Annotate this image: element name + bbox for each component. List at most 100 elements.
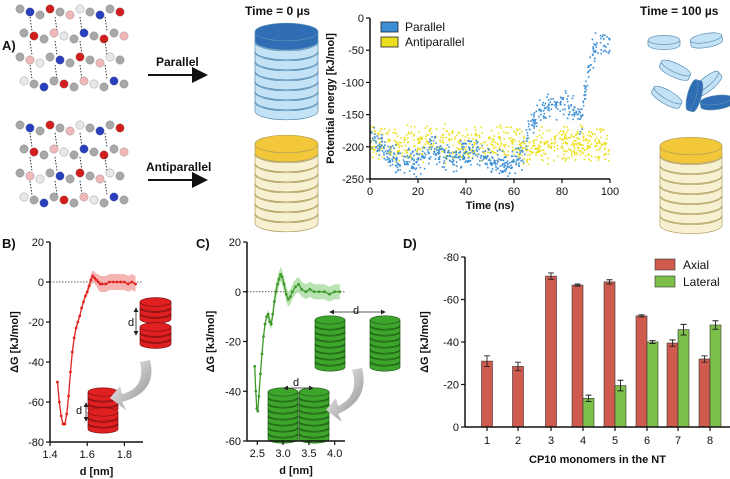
data-point <box>538 115 540 118</box>
data-point <box>554 104 556 106</box>
hydrogen-bond <box>29 16 33 32</box>
data-point <box>424 137 427 140</box>
data-point <box>452 158 454 161</box>
data-point <box>564 142 567 144</box>
data-point <box>439 145 442 147</box>
data-point <box>585 86 587 88</box>
disk-top <box>139 297 172 307</box>
data-point <box>500 171 503 174</box>
data-point <box>506 160 509 162</box>
data-point <box>465 146 467 148</box>
data-point <box>594 145 596 148</box>
data-point <box>510 160 513 163</box>
data-point <box>288 295 292 299</box>
data-point <box>464 153 467 155</box>
data-point <box>531 145 534 147</box>
data-point <box>572 145 575 147</box>
data-point <box>535 154 537 156</box>
data-point <box>579 108 581 111</box>
data-point <box>420 155 423 158</box>
data-point <box>481 132 484 134</box>
data-point <box>513 148 515 151</box>
data-point <box>561 145 564 147</box>
data-point <box>428 157 431 160</box>
data-point <box>505 126 507 128</box>
data-point <box>460 165 463 168</box>
data-point <box>373 126 375 129</box>
data-point <box>587 76 590 78</box>
data-point <box>434 147 436 150</box>
data-point <box>517 164 520 166</box>
data-point <box>421 146 424 149</box>
atom <box>105 4 115 14</box>
data-point <box>484 141 487 143</box>
data-point <box>502 159 504 161</box>
data-point <box>518 132 521 135</box>
data-point <box>562 96 564 99</box>
data-point <box>443 160 446 162</box>
data-point <box>379 130 381 133</box>
data-point <box>445 147 448 150</box>
atom <box>29 31 39 41</box>
atom <box>19 144 29 154</box>
hydrogen-bond <box>104 16 108 32</box>
data-point <box>608 49 611 52</box>
data-point <box>498 125 501 128</box>
data-point <box>550 138 552 141</box>
lateral-near-left <box>267 387 299 444</box>
data-point <box>373 149 376 151</box>
data-point <box>438 158 441 161</box>
data-point <box>506 162 509 165</box>
x-tick-label: 8 <box>707 435 713 447</box>
data-point <box>399 163 401 166</box>
data-point <box>494 163 497 166</box>
data-point <box>465 160 467 162</box>
atom <box>55 171 65 181</box>
data-point <box>397 143 400 146</box>
data-point <box>370 140 372 143</box>
data-point <box>333 290 337 294</box>
data-point <box>561 108 564 111</box>
data-point <box>410 131 413 134</box>
data-point <box>576 113 579 116</box>
data-point <box>520 144 522 147</box>
data-point <box>515 163 518 166</box>
data-point <box>600 52 603 55</box>
data-point <box>492 147 495 150</box>
data-point <box>525 129 528 131</box>
data-point <box>527 163 530 166</box>
data-point <box>373 136 376 138</box>
data-point <box>371 137 374 140</box>
data-point <box>511 150 514 153</box>
data-point <box>456 165 458 167</box>
data-point <box>597 141 600 144</box>
data-point <box>574 134 577 137</box>
data-point <box>480 126 482 129</box>
data-point <box>504 162 506 164</box>
atom <box>39 198 49 208</box>
data-point <box>405 163 408 165</box>
data-point <box>465 150 468 153</box>
data-point <box>533 125 535 128</box>
data-point <box>556 148 559 150</box>
data-point <box>513 138 515 141</box>
data-point <box>597 159 600 161</box>
data-point <box>543 116 546 118</box>
data-point <box>513 130 516 133</box>
data-point <box>535 152 537 154</box>
data-point <box>429 156 432 158</box>
data-point <box>570 149 572 151</box>
data-point <box>497 160 500 163</box>
data-point <box>565 150 567 153</box>
data-point <box>384 144 386 147</box>
data-point <box>387 145 389 148</box>
data-point <box>570 153 573 155</box>
data-point <box>463 151 466 154</box>
data-point <box>581 126 584 128</box>
atom <box>25 171 35 181</box>
data-point <box>506 155 508 157</box>
data-point <box>532 119 535 122</box>
data-point <box>455 149 458 152</box>
data-point <box>597 52 599 54</box>
data-point <box>581 127 584 129</box>
